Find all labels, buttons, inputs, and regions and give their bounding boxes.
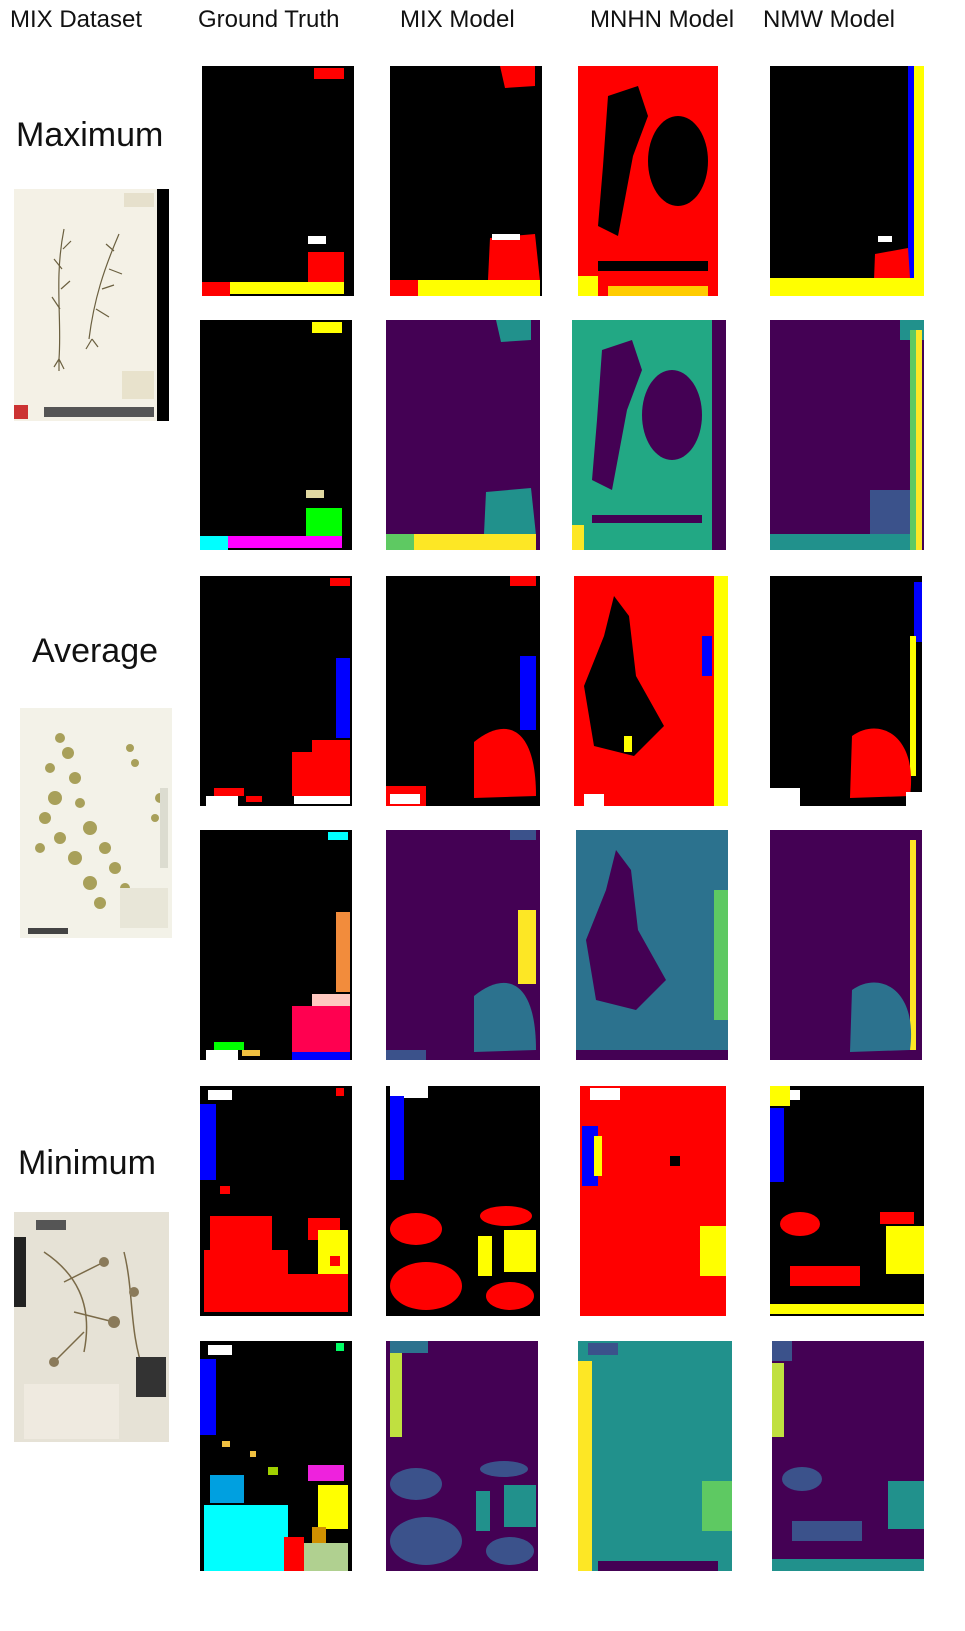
header-mix-model: MIX Model (400, 6, 515, 33)
mask-max-mix-model-binary (390, 66, 542, 296)
mask-avg-mnhn-model-multiclass (576, 830, 728, 1060)
mask-min-nmw-model-binary (770, 1086, 924, 1316)
mask-max-nmw-model-binary (770, 66, 924, 296)
header-mnhn-model: MNHN Model (590, 6, 735, 33)
mask-min-mix-model-binary (386, 1086, 540, 1316)
mask-avg-mnhn-model-binary (574, 576, 728, 806)
row-label-average: Average (32, 632, 159, 670)
mask-max-mix-model-multiclass (386, 320, 540, 550)
row-label-minimum: Minimum (18, 1144, 156, 1182)
mask-min-mnhn-model-binary (580, 1086, 734, 1316)
mask-avg-ground-truth-binary (200, 576, 352, 806)
mask-min-nmw-model-multiclass (772, 1341, 924, 1571)
mask-max-ground-truth-multiclass (200, 320, 352, 550)
header-ground-truth: Ground Truth (198, 6, 340, 33)
mask-avg-nmw-model-binary (770, 576, 922, 806)
herbarium-thumbnail-maximum (14, 189, 169, 421)
mask-avg-ground-truth-multiclass (200, 830, 352, 1060)
mask-min-ground-truth-binary (200, 1086, 352, 1316)
mask-max-mnhn-model-multiclass (572, 320, 726, 550)
herbarium-thumbnail-average (20, 708, 172, 938)
header-nmw-model: NMW Model (763, 6, 896, 33)
header-mix-dataset: MIX Dataset (10, 6, 143, 33)
mask-avg-mix-model-multiclass (386, 830, 540, 1060)
row-label-maximum: Maximum (16, 116, 164, 154)
herbarium-thumbnail-minimum (14, 1212, 169, 1442)
mask-min-ground-truth-multiclass (200, 1341, 352, 1571)
mask-max-ground-truth-binary (202, 66, 354, 296)
mask-min-mnhn-model-multiclass (578, 1341, 732, 1571)
mask-avg-nmw-model-multiclass (770, 830, 922, 1060)
mask-max-mnhn-model-binary (578, 66, 732, 296)
mask-min-mix-model-multiclass (386, 1341, 538, 1571)
mask-avg-mix-model-binary (386, 576, 540, 806)
mask-max-nmw-model-multiclass (770, 320, 924, 550)
